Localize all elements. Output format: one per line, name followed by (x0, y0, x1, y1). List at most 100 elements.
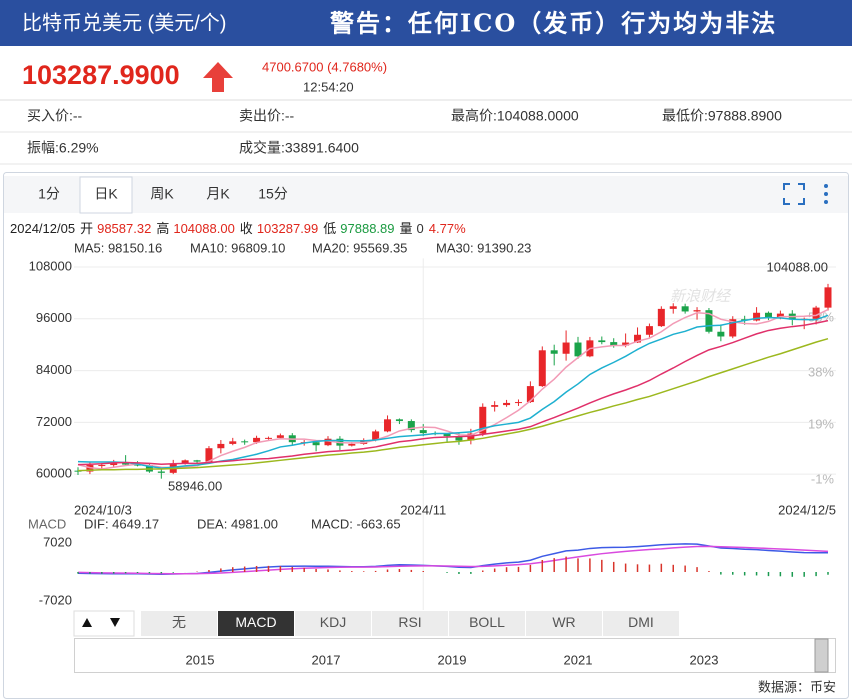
candle-body (205, 448, 213, 462)
indicator-tab[interactable]: BOLL (469, 614, 505, 630)
candle-body (610, 342, 618, 346)
x-tick-label: 2024/10/3 (74, 502, 132, 517)
scroll-buttons (73, 610, 135, 637)
stat-item: 振幅:6.29% (27, 140, 99, 156)
ohlc-label: 高 (156, 221, 169, 236)
chart: 60000720008400096000108000-1%19%38%58%新浪… (28, 240, 836, 610)
indicator-tab-bg[interactable] (526, 611, 602, 636)
more-button[interactable] (824, 184, 828, 204)
ohlc-value: 98587.32 (97, 221, 151, 236)
indicator-tab[interactable]: KDJ (320, 614, 346, 630)
indicator-tab[interactable]: DMI (628, 614, 654, 630)
candle-body (193, 460, 201, 462)
y2-tick-label: 38% (808, 364, 834, 379)
ohlc-label: 收 (240, 221, 253, 236)
ohlc-label: 量 (400, 221, 413, 236)
ohlc-date: 2024/12/05 (10, 221, 75, 236)
ma-legend: MA10: 96809.10 (190, 240, 285, 255)
ohlc-value: 97888.89 (340, 221, 394, 236)
indicator-tab-bg[interactable] (449, 611, 525, 636)
period-tab[interactable]: 周K (150, 186, 174, 202)
indicator-tab[interactable]: RSI (398, 614, 421, 630)
candle-body (348, 443, 356, 446)
period-tab[interactable]: 15分 (258, 186, 288, 202)
candle-body (181, 460, 189, 464)
indicator-tab[interactable]: MACD (235, 614, 276, 630)
candle-body (264, 437, 272, 439)
indicator-tab-bg[interactable] (218, 611, 294, 636)
candle-body (514, 402, 522, 404)
ohlc-value: 103287.99 (257, 221, 318, 236)
x-tick-label: 2024/12/5 (778, 502, 836, 517)
dot[interactable] (824, 200, 828, 204)
indicator-tab[interactable]: 无 (172, 614, 186, 630)
stat-item: 买入价:-- (27, 108, 83, 124)
x-tick-label: 2024/11 (400, 502, 446, 517)
candle-body (574, 342, 582, 357)
ma-legend: MA30: 91390.23 (436, 240, 531, 255)
candle-body (764, 312, 772, 318)
macd-line (77, 545, 829, 575)
macd-legend: DEA: 4981.00 (197, 516, 278, 531)
candle-body (776, 313, 784, 318)
active-tab-bg[interactable] (79, 176, 133, 214)
y2-tick-label: 19% (808, 417, 834, 432)
candle-body (562, 342, 570, 354)
y-tick-label: 72000 (36, 414, 72, 429)
candle-body (157, 471, 165, 473)
navigator-handle[interactable] (814, 638, 829, 673)
last-price: 103287.9900 (22, 60, 180, 90)
macd-legend: DIF: 4649.17 (84, 516, 159, 531)
navigator-years: 2015 2017 2019 2021 2023 (186, 652, 719, 667)
candle-body (622, 342, 630, 346)
y-tick-label: 60000 (36, 466, 72, 481)
candle-body (598, 340, 606, 343)
candle-body (98, 465, 106, 467)
indicator-tab-bg[interactable] (372, 611, 448, 636)
candle-body (407, 421, 415, 431)
scroll-up[interactable] (82, 618, 92, 627)
period-tab[interactable]: 1分 (38, 186, 60, 202)
price-change: 4700.6700 (4.7680%) (262, 59, 387, 74)
fullscreen-button[interactable] (783, 183, 805, 205)
indicator-tab-bg[interactable] (141, 611, 217, 636)
ohlc-line: 2024/12/05 开 98587.32 高 104088.00 收 103287.99 低… (10, 221, 466, 236)
indicator-tab-bg[interactable] (295, 611, 371, 636)
ma-line (77, 319, 829, 466)
candle-body (372, 431, 380, 441)
period-tab[interactable]: 日K (94, 186, 118, 202)
up-arrow (203, 62, 233, 92)
dot[interactable] (824, 184, 828, 188)
panel-label: MACD (28, 516, 66, 531)
y-tick-label: 96000 (36, 310, 72, 325)
candle-body (467, 433, 475, 441)
navigator-year: 2019 (438, 652, 467, 667)
candle-body (122, 462, 130, 465)
stat-item: 最高价:104088.0000 (451, 108, 579, 124)
period-tab[interactable]: 月K (206, 186, 230, 202)
candle-body (550, 350, 558, 354)
navigator-year: 2021 (564, 652, 593, 667)
candle-body (657, 308, 665, 327)
header-title: 比特币兑美元 (美元/个) (22, 11, 226, 34)
scroll-down[interactable] (110, 618, 120, 627)
ohlc-value: 104088.00 (173, 221, 234, 236)
indicator-tab-bg[interactable] (603, 611, 679, 636)
header-bar (0, 0, 852, 46)
dot[interactable] (824, 192, 828, 196)
candle-body (479, 406, 487, 434)
navigator-year: 2023 (690, 652, 719, 667)
navigator[interactable] (74, 638, 836, 673)
candle-body (538, 350, 546, 387)
candle-body (276, 435, 284, 438)
fullscreen-icon[interactable] (783, 183, 805, 205)
ohlc-value: 0 (417, 221, 424, 236)
candle-body (324, 438, 332, 446)
candle-body (681, 306, 689, 312)
stat-item: 成交量:33891.6400 (239, 140, 359, 156)
y-tick-label: 108000 (29, 258, 72, 273)
indicator-tab[interactable]: WR (552, 614, 575, 630)
candle-body (753, 312, 761, 321)
candle-body (669, 306, 677, 309)
